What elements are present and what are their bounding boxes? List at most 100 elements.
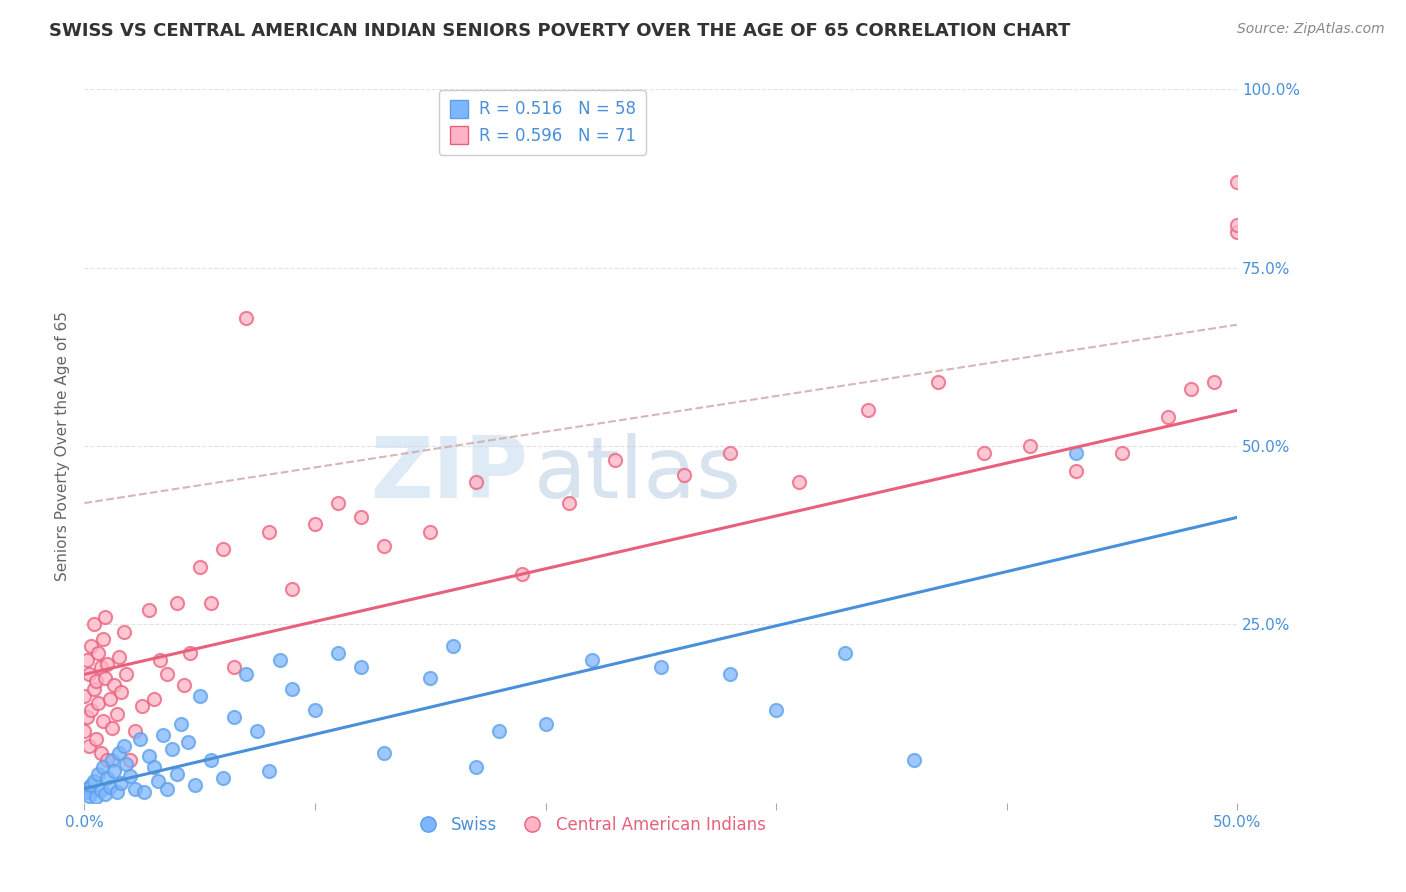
Point — [96, 753, 118, 767]
Point — [98, 780, 121, 794]
Point — [124, 724, 146, 739]
Point — [84, 674, 107, 689]
Point — [903, 753, 925, 767]
Point — [89, 660, 111, 674]
Point — [1157, 410, 1180, 425]
Point — [1018, 439, 1040, 453]
Point — [83, 617, 105, 632]
Point — [156, 781, 179, 796]
Point — [156, 667, 179, 681]
Text: Source: ZipAtlas.com: Source: ZipAtlas.com — [1237, 22, 1385, 37]
Point — [211, 542, 233, 557]
Point — [672, 467, 695, 482]
Point — [94, 671, 117, 685]
Point — [124, 781, 146, 796]
Point — [87, 646, 110, 660]
Point — [1226, 218, 1249, 232]
Point — [281, 582, 304, 596]
Legend: Swiss, Central American Indians: Swiss, Central American Indians — [411, 810, 772, 841]
Point — [98, 692, 121, 706]
Point — [224, 710, 246, 724]
Point — [89, 746, 111, 760]
Point — [77, 789, 100, 803]
Point — [87, 696, 110, 710]
Point — [103, 764, 125, 778]
Point — [235, 310, 257, 325]
Point — [304, 517, 326, 532]
Point — [110, 776, 132, 790]
Point — [281, 681, 304, 696]
Point — [138, 749, 160, 764]
Point — [1226, 225, 1249, 239]
Point — [84, 790, 107, 805]
Point — [650, 660, 672, 674]
Point — [101, 721, 124, 735]
Point — [166, 596, 188, 610]
Point — [115, 667, 138, 681]
Point — [257, 764, 280, 778]
Y-axis label: Seniors Poverty Over the Age of 65: Seniors Poverty Over the Age of 65 — [55, 311, 70, 581]
Point — [765, 703, 787, 717]
Point — [76, 653, 98, 667]
Point — [441, 639, 464, 653]
Point — [108, 649, 131, 664]
Point — [419, 671, 441, 685]
Point — [115, 756, 138, 771]
Point — [170, 717, 193, 731]
Point — [1064, 464, 1087, 478]
Point — [73, 689, 96, 703]
Point — [1111, 446, 1133, 460]
Point — [142, 760, 165, 774]
Text: SWISS VS CENTRAL AMERICAN INDIAN SENIORS POVERTY OVER THE AGE OF 65 CORRELATION : SWISS VS CENTRAL AMERICAN INDIAN SENIORS… — [49, 22, 1070, 40]
Point — [160, 742, 183, 756]
Point — [179, 646, 201, 660]
Point — [120, 753, 142, 767]
Point — [91, 632, 114, 646]
Point — [138, 603, 160, 617]
Point — [257, 524, 280, 539]
Point — [80, 778, 103, 792]
Point — [200, 596, 222, 610]
Point — [101, 753, 124, 767]
Point — [87, 767, 110, 781]
Point — [512, 567, 534, 582]
Point — [96, 771, 118, 785]
Point — [149, 653, 172, 667]
Point — [1180, 382, 1202, 396]
Point — [112, 624, 135, 639]
Point — [131, 699, 153, 714]
Point — [419, 524, 441, 539]
Point — [103, 678, 125, 692]
Point — [534, 717, 557, 731]
Point — [1064, 446, 1087, 460]
Point — [146, 774, 169, 789]
Point — [120, 769, 142, 783]
Point — [581, 653, 603, 667]
Point — [188, 689, 211, 703]
Point — [465, 760, 488, 774]
Point — [211, 771, 233, 785]
Point — [373, 746, 395, 760]
Point — [246, 724, 269, 739]
Point — [73, 781, 96, 796]
Point — [973, 446, 995, 460]
Point — [465, 475, 488, 489]
Point — [1226, 175, 1249, 189]
Point — [152, 728, 174, 742]
Point — [142, 692, 165, 706]
Point — [350, 510, 373, 524]
Point — [91, 760, 114, 774]
Point — [91, 714, 114, 728]
Point — [76, 710, 98, 724]
Point — [134, 785, 156, 799]
Point — [110, 685, 132, 699]
Point — [94, 787, 117, 801]
Point — [787, 475, 810, 489]
Point — [326, 496, 349, 510]
Point — [89, 783, 111, 797]
Point — [373, 539, 395, 553]
Point — [73, 724, 96, 739]
Point — [235, 667, 257, 681]
Point — [224, 660, 246, 674]
Point — [128, 731, 150, 746]
